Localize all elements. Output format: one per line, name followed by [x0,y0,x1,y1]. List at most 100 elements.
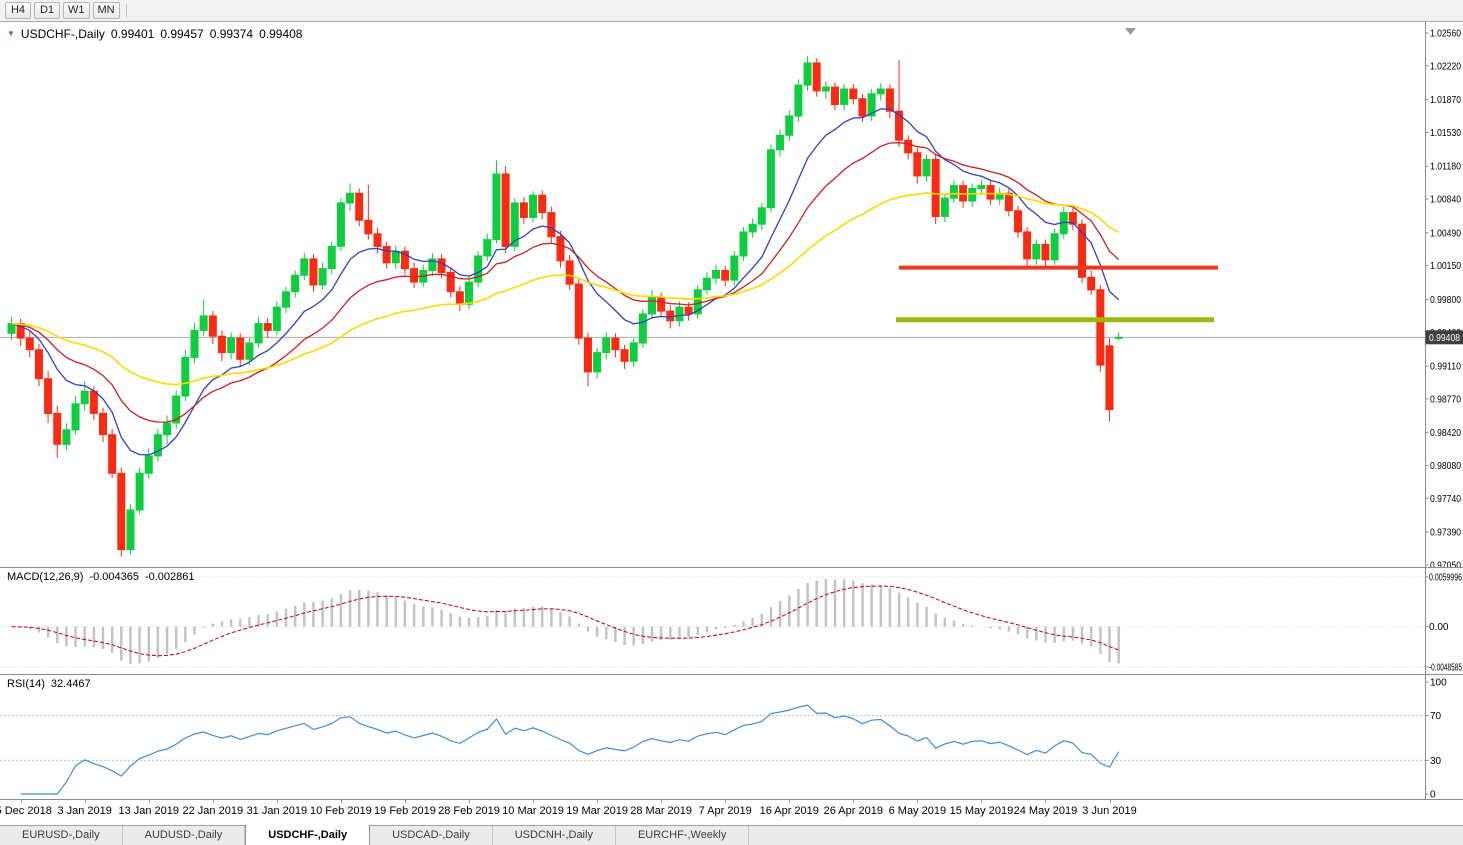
candle-body [428,258,437,271]
chart-tabbar: EURUSD-,Daily AUDUSD-,Daily USDCHF-,Dail… [0,825,1463,845]
candle-body [721,270,730,281]
price-tick-label: 1.00150 [1430,261,1461,272]
main-chart-panel: 1.02560 1.02220 1.01870 1.01530 1.01180 1.008… [0,22,1463,567]
tab-usdchf-daily[interactable]: USDCHF-,Daily [245,825,371,845]
time-axis-label: 7 Apr 2019 [698,805,752,817]
candle-body [126,509,135,551]
candle-body [1004,192,1013,212]
candle-body [931,159,940,217]
candle-body [748,223,757,233]
candle-body [199,315,208,331]
candle-body [922,159,931,177]
candle-body [455,291,464,305]
candle-body [272,306,281,331]
candle-body [849,88,858,100]
candle-body [53,412,62,445]
tab-usdcnh-daily[interactable]: USDCNH-,Daily [493,826,616,845]
candle-body [638,313,647,344]
time-axis-tick [276,800,278,803]
candle-body [355,192,364,221]
price-tick-label: 1.02560 [1430,29,1461,40]
candle-body [34,349,43,380]
timeframe-button-d1[interactable]: D1 [34,2,60,19]
time-axis-tick [917,800,919,803]
candle-body [227,337,236,354]
candle-body [831,86,839,105]
time-axis-tick [597,800,599,803]
price-tick-label: 0.98080 [1430,461,1461,472]
time-axis-tick [20,800,22,803]
rsi-line [20,704,1120,795]
time-axis-label: 24 May 2019 [1013,805,1078,817]
candle-body [99,412,107,436]
candle-body [163,422,172,436]
candle-body [858,98,867,117]
time-axis-label: 15 May 2019 [949,805,1014,817]
candle-body [254,323,263,344]
time-axis-label: 25 Dec 2018 [0,805,52,817]
candle-body [684,306,693,315]
candle-body [757,207,766,225]
candle-body [565,260,574,285]
current-price-badge-text: 0.99408 [1429,333,1460,344]
candle-body [364,219,373,235]
candle-body [446,271,455,293]
time-axis-tick [725,800,727,803]
candle-body [1014,210,1022,233]
time-axis-tick [661,800,663,803]
time-axis-label: 16 Apr 2019 [759,805,819,817]
candle-body [629,342,638,362]
rsi-chart[interactable]: 100 70 30 0 [0,674,1463,799]
timeframe-button-mn[interactable]: MN [92,2,120,19]
rsi-scale-label: 30 [1430,756,1442,767]
candle-body [739,231,748,257]
time-axis-tick [469,800,470,803]
time-axis-tick [981,800,983,803]
tab-audusd-daily[interactable]: AUDUSD-,Daily [123,826,246,845]
candle-body [538,194,547,214]
candle-body [702,277,711,291]
candle-body [336,202,345,247]
tab-usdcad-daily[interactable]: USDCAD-,Daily [370,826,493,845]
time-axis-label: 3 Jun 2019 [1082,805,1137,817]
price-tick-label: 0.97740 [1430,494,1461,505]
candle-body [904,139,913,154]
time-axis-tick [340,800,342,803]
candle-body [547,212,556,238]
candle-body [895,110,904,141]
rsi-scale-label: 0 [1430,790,1436,800]
chart-shift-marker-icon [1125,28,1136,35]
candle-body [373,233,382,247]
symbol-dropdown-icon[interactable]: ▼ [7,29,15,38]
macd-chart[interactable]: 0.0059996 0.00 -0.0048585 [0,567,1463,674]
time-axis-tick [1045,800,1047,803]
candle-body [135,472,144,511]
candlestick-chart[interactable]: 1.02560 1.02220 1.01870 1.01530 1.01180 1.008… [0,22,1463,567]
candle-body [794,84,803,117]
timeframe-toolbar: H4 D1 W1 MN [0,0,1463,22]
tab-eurchf-weekly[interactable]: EURCHF-,Weekly [616,826,750,845]
candle-body [602,337,611,354]
candle-body [812,62,821,92]
candle-body [1078,223,1087,278]
price-tick-label: 1.00490 [1430,228,1461,239]
macd-scale-label: 0.0059996 [1429,573,1462,584]
timeframe-button-w1[interactable]: W1 [63,2,90,19]
rsi-scale-label: 100 [1430,678,1447,689]
tab-eurusd-daily[interactable]: EURUSD-,Daily [0,826,123,845]
candle-body [474,255,483,283]
candle-body [71,403,80,431]
price-tick-label: 1.02220 [1430,61,1461,72]
time-axis-tick [148,800,150,803]
macd-scale-label: -0.0048585 [1429,663,1462,674]
timeframe-button-h4[interactable]: H4 [5,2,31,19]
candle-body [483,239,492,257]
candle-body [648,297,656,315]
candle-body [593,352,602,373]
candle-body [785,115,794,136]
candle-body [885,88,894,112]
candle-body [803,62,812,86]
ma_slow-line [11,192,1120,386]
